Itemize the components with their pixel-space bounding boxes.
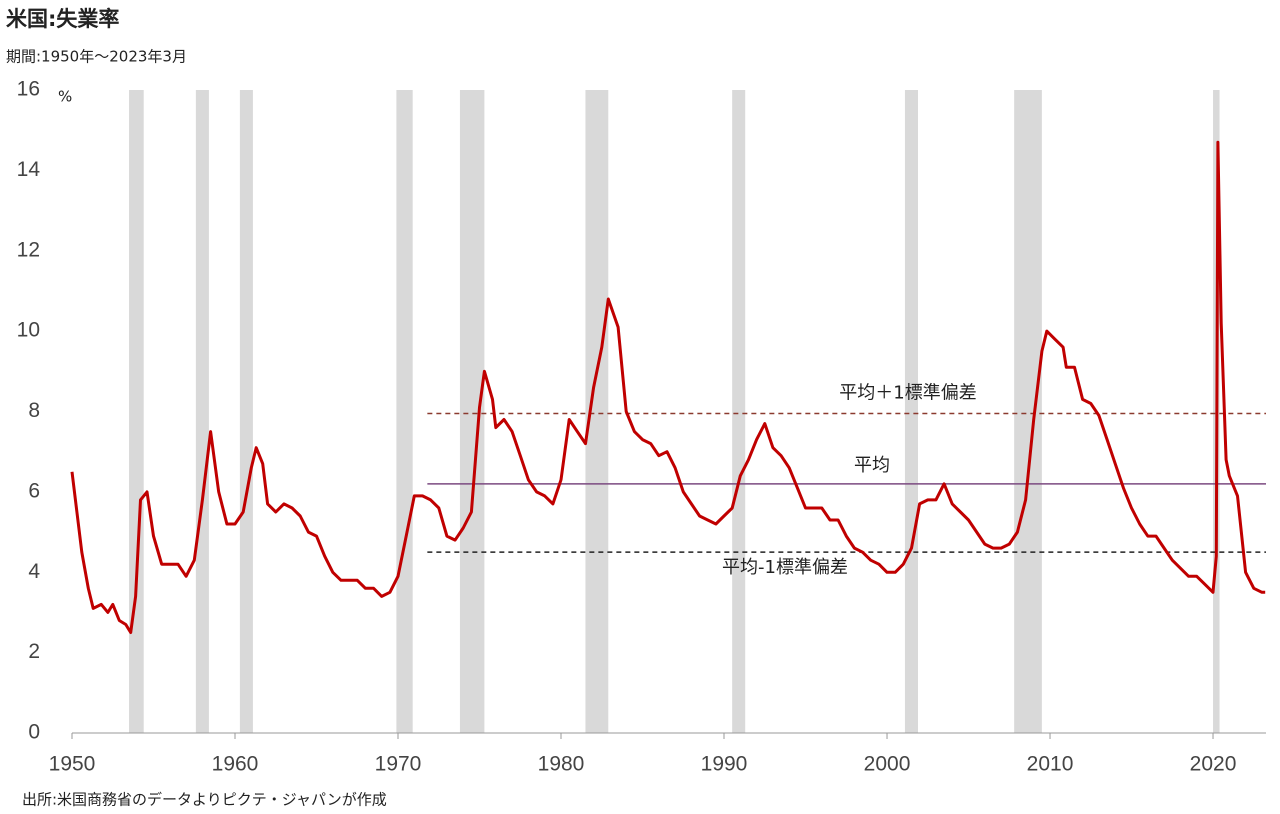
x-tick-label: 1950 [49,753,96,776]
y-tick-label: 10 [17,319,40,342]
x-tick-label: 1990 [701,753,748,776]
y-tick-label: 6 [28,479,40,502]
reference-label: 平均-1標準偏差 [722,557,848,578]
recession-band [459,90,485,733]
y-tick-label: 8 [28,399,40,422]
recession-band [904,90,918,733]
reference-label: 平均＋1標準偏差 [839,383,976,404]
recession-band [1014,90,1042,733]
x-tick-label: 1980 [538,753,585,776]
y-tick-label: 4 [28,560,40,583]
unemployment-line [70,140,1266,634]
x-tick-label: 2020 [1190,753,1237,776]
chart-title: 米国:失業率 [6,7,119,31]
y-tick-label: 12 [17,238,40,261]
x-tick-label: 2000 [864,753,911,776]
y-tick-label: 0 [28,721,40,744]
recession-band [129,90,144,733]
x-tick-label: 1970 [375,753,422,776]
recession-band [585,90,609,733]
y-tick-label: 14 [17,158,41,181]
recession-band [239,90,253,733]
recession-band [732,90,746,733]
recession-band [195,90,209,733]
x-tick-label: 1960 [212,753,259,776]
source-note: 出所:米国商務省のデータよりピクテ・ジャパンが作成 [22,791,387,809]
y-tick-label: 2 [28,640,40,663]
x-tick-label: 2010 [1027,753,1074,776]
reference-label: 平均 [854,455,890,476]
chart-subtitle: 期間:1950年～2023年3月 [6,48,187,66]
recession-band [396,90,413,733]
y-unit: % [58,88,72,106]
y-tick-label: 16 [17,78,40,101]
